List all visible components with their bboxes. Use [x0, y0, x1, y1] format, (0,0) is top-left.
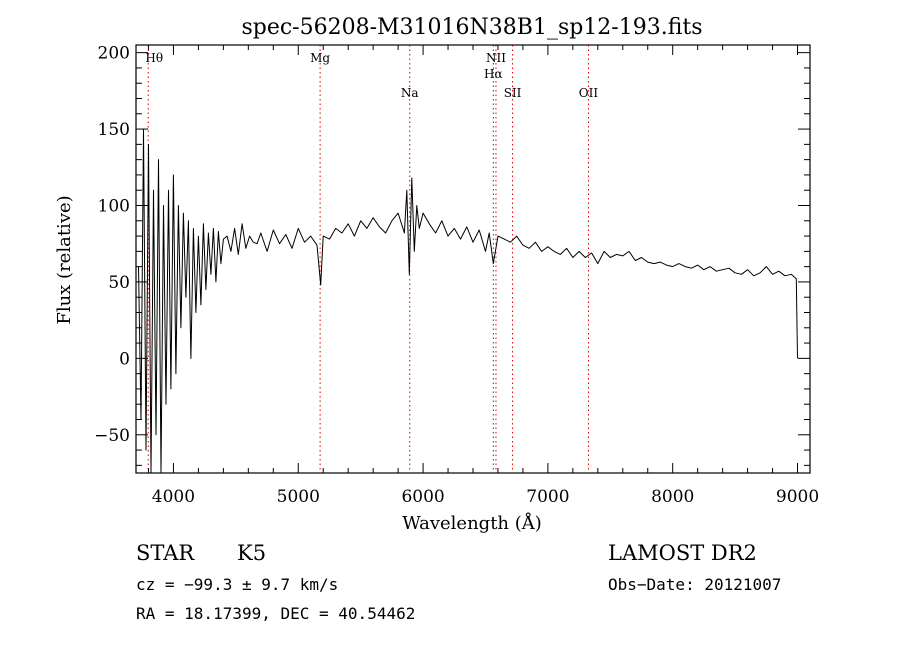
x-tick-label: 8000	[651, 487, 694, 507]
line-label-6: OII	[579, 86, 599, 100]
chart-title: spec-56208-M31016N38B1_sp12-193.fits	[241, 15, 702, 40]
y-tick-labels: 200 150 100 50 0 −50	[94, 44, 130, 446]
line-label-2: Na	[401, 86, 419, 100]
x-tick-labels: 4000 5000 6000 7000 8000 9000	[152, 487, 819, 507]
coordinates: RA = 18.17399, DEC = 40.54462	[136, 604, 416, 623]
series-line-0	[138, 128, 798, 474]
x-tick-label: 9000	[776, 487, 819, 507]
x-tick-label: 5000	[277, 487, 320, 507]
line-label-0: Hθ	[145, 51, 163, 65]
line-label-1: Mg	[310, 51, 330, 65]
axis-ticks	[136, 45, 810, 473]
y-tick-label: 0	[119, 349, 130, 369]
y-tick-label: −50	[94, 426, 130, 446]
plot-frame	[135, 44, 811, 474]
line-label-4: Hα	[484, 67, 503, 81]
x-axis-label: Wavelength (Å)	[402, 512, 542, 534]
x-tick-label: 4000	[152, 487, 195, 507]
y-tick-label: 100	[98, 197, 130, 217]
object-subclass: K5	[237, 541, 267, 565]
object-class: STAR	[136, 541, 195, 565]
redshift-text: cz = −99.3 ± 9.7 km/s	[136, 575, 339, 594]
obs-date: Obs−Date: 20121007	[608, 575, 782, 594]
survey-name: LAMOST DR2	[608, 541, 757, 565]
line-label-5: SII	[504, 86, 522, 100]
y-tick-label: 50	[108, 273, 130, 293]
y-axis-label: Flux (relative)	[54, 195, 75, 324]
x-tick-label: 7000	[526, 487, 569, 507]
line-label-3: NII	[486, 51, 506, 65]
series-layer	[138, 128, 798, 474]
y-tick-label: 200	[98, 44, 130, 64]
emission-lines	[147, 45, 589, 473]
y-tick-label: 150	[98, 120, 130, 140]
x-tick-label: 6000	[401, 487, 444, 507]
